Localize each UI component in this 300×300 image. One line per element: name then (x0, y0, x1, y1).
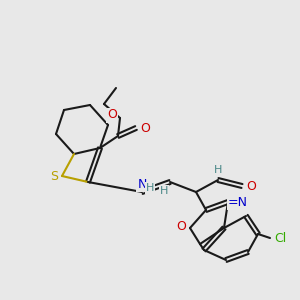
Text: O: O (107, 109, 117, 122)
Text: H: H (160, 186, 168, 196)
Text: =N: =N (228, 196, 248, 208)
Text: Cl: Cl (274, 232, 286, 244)
Text: O: O (176, 220, 186, 232)
Text: N: N (137, 178, 147, 190)
Text: H: H (146, 183, 154, 193)
Text: O: O (140, 122, 150, 134)
Text: O: O (246, 179, 256, 193)
Text: S: S (50, 169, 58, 182)
Text: H: H (214, 165, 222, 175)
